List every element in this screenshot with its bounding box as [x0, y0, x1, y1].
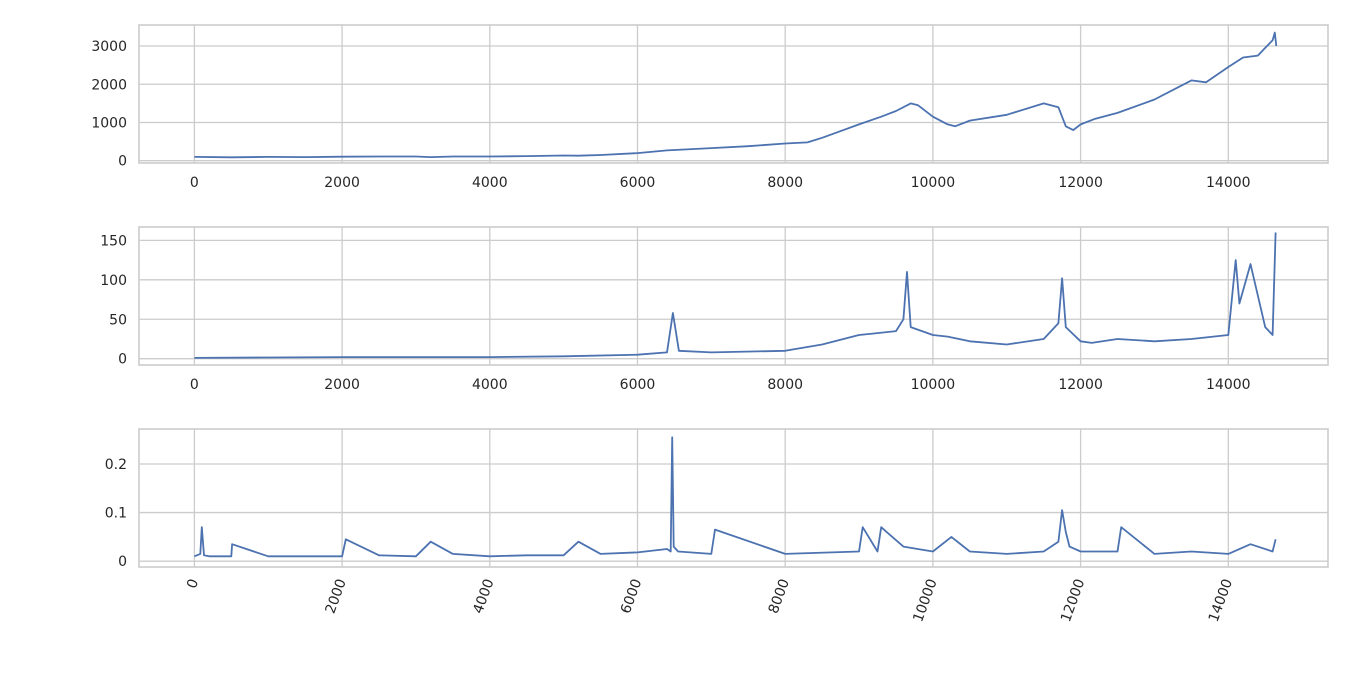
x-tick-label: 4000 [472, 377, 508, 393]
y-tick-label: 3000 [91, 39, 127, 55]
axes-frame [138, 24, 1329, 164]
y-tick-label: 1000 [91, 115, 127, 131]
x-tick-label: 10000 [911, 175, 956, 191]
x-tick-label: 14000 [1206, 175, 1251, 191]
x-tick-label: 12000 [1058, 175, 1103, 191]
x-tick-label: 4000 [472, 175, 508, 191]
axes-frame [138, 428, 1329, 568]
x-tick-label: 8000 [766, 577, 793, 616]
y-tick-label: 2000 [91, 77, 127, 93]
x-tick-label: 14000 [1206, 577, 1236, 624]
axes-frame [138, 226, 1329, 366]
x-tick-label: 6000 [618, 577, 645, 616]
y-tick-label: 0 [118, 554, 127, 570]
y-tick-label: 50 [109, 312, 127, 328]
y-tick-label: 0.1 [105, 506, 127, 522]
x-tick-label: 6000 [620, 377, 656, 393]
x-tick-label: 10000 [910, 577, 940, 624]
x-tick-label: 0 [190, 377, 199, 393]
x-tick-label: 10000 [911, 377, 956, 393]
x-tick-label: 12000 [1058, 577, 1088, 624]
x-tick-label: 14000 [1206, 377, 1251, 393]
series-line [194, 232, 1277, 359]
x-tick-label: 6000 [620, 175, 656, 191]
subplot-1: 0 2000 4000 6000 8000 10000 12000 14000 0 1000 200… [91, 24, 1329, 191]
x-tick-label: 8000 [767, 377, 803, 393]
x-tick-label: 0 [184, 577, 202, 591]
subplot-2: 0 2000 4000 6000 8000 10000 12000 14000 0 50 100 15… [100, 226, 1329, 393]
series-line [194, 436, 1277, 558]
series-line [194, 31, 1278, 159]
x-tick-label: 2000 [324, 175, 360, 191]
y-tick-label: 150 [100, 233, 127, 249]
y-tick-label: 0.2 [105, 457, 127, 473]
x-tick-label: 8000 [767, 175, 803, 191]
y-tick-label: 0 [118, 154, 127, 170]
x-tick-label: 0 [190, 175, 199, 191]
x-tick-label: 2000 [323, 577, 350, 616]
x-tick-label: 4000 [470, 577, 497, 616]
x-tick-label: 2000 [324, 377, 360, 393]
x-tick-label: 12000 [1058, 377, 1103, 393]
y-tick-label: 0 [118, 352, 127, 368]
y-tick-label: 100 [100, 273, 127, 289]
subplot-3: 0 2000 4000 6000 8000 10000 12000 14000 0 0.1 0.2 [105, 428, 1329, 624]
